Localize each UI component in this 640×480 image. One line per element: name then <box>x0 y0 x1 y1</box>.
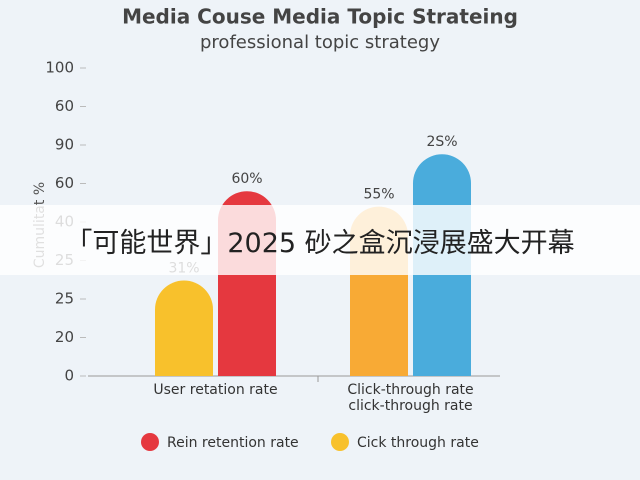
bar <box>155 280 213 376</box>
y-tick-label: 20 <box>55 328 74 346</box>
legend-label: Rein retention rate <box>167 435 299 451</box>
y-tick-label: 25 <box>55 290 74 308</box>
x-tick-label: User retation rate <box>153 382 277 398</box>
legend-swatch <box>331 433 349 451</box>
data-label: 2S% <box>426 134 457 150</box>
legend-label: Cick through rate <box>357 435 479 451</box>
y-tick-label: 90 <box>55 136 74 154</box>
y-tick-label: 0 <box>64 367 74 385</box>
data-label: 60% <box>231 171 262 187</box>
data-label: 55% <box>363 187 394 203</box>
banner: 「可能世界」2025 砂之盒沉浸展盛大开幕 <box>0 205 640 275</box>
y-tick-label: 60 <box>55 97 74 115</box>
y-tick-label: 100 <box>45 59 74 77</box>
x-tick-label: Click-through rate click-through rate <box>347 382 473 414</box>
chart-title: Media Couse Media Topic Strateing <box>122 5 518 29</box>
y-tick-label: 60 <box>55 174 74 192</box>
legend-swatch <box>141 433 159 451</box>
chart-subtitle: professional topic strategy <box>200 32 440 53</box>
